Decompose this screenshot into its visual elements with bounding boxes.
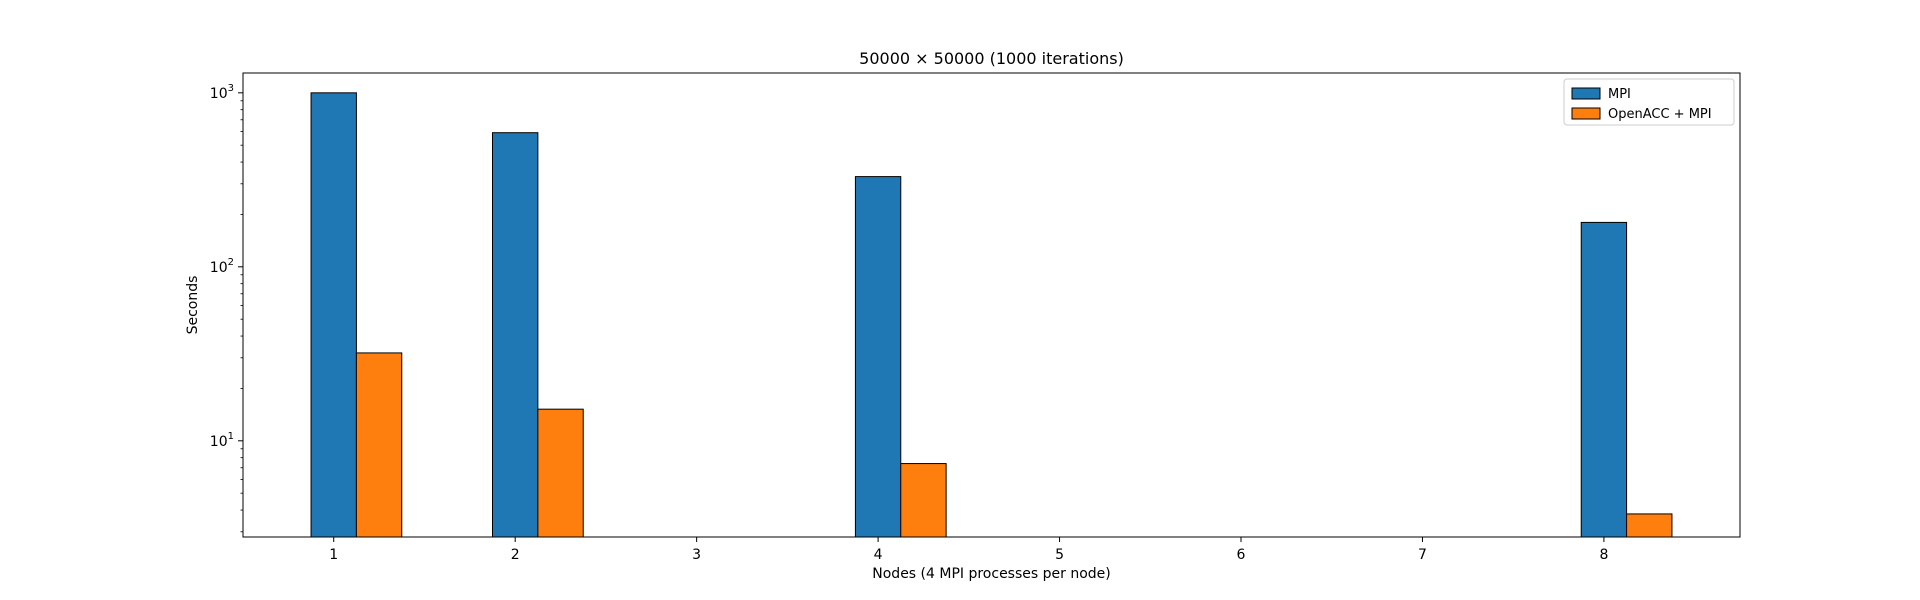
bar-openacc-mpi-1 bbox=[355, 352, 403, 538]
y-tick-label: 103 bbox=[210, 83, 234, 102]
x-tick-label: 3 bbox=[692, 547, 701, 563]
ticks-layer: 1 2 3 4 5 6 7 8 101 102 103 bbox=[210, 83, 1609, 563]
bar-openacc-mpi-2 bbox=[537, 408, 584, 538]
x-tick-label: 1 bbox=[329, 547, 338, 563]
y-tick-label: 102 bbox=[210, 257, 234, 276]
legend: MPI OpenACC + MPI bbox=[1563, 78, 1735, 126]
x-tick-label: 7 bbox=[1418, 547, 1427, 563]
x-tick-label: 8 bbox=[1599, 547, 1608, 563]
x-tick-label: 6 bbox=[1237, 547, 1246, 563]
legend-box bbox=[1563, 78, 1735, 126]
plot-frame bbox=[242, 72, 1741, 538]
legend-swatch-mpi bbox=[1571, 87, 1601, 100]
bar-mpi-2 bbox=[492, 132, 539, 538]
chart-title: 50000 × 50000 (1000 iterations) bbox=[859, 49, 1124, 68]
y-axis-label: Seconds bbox=[185, 276, 201, 335]
y-tick-label: 101 bbox=[210, 431, 234, 450]
legend-swatch-openacc-mpi bbox=[1571, 107, 1601, 120]
x-tick-label: 2 bbox=[511, 547, 520, 563]
x-tick-label: 5 bbox=[1055, 547, 1064, 563]
bar-mpi-1 bbox=[310, 92, 357, 538]
x-axis-label: Nodes (4 MPI processes per node) bbox=[872, 566, 1110, 582]
bar-openacc-mpi-4 bbox=[900, 463, 947, 538]
bar-mpi-4 bbox=[854, 176, 902, 538]
x-tick-label: 4 bbox=[874, 547, 883, 563]
legend-label-mpi: MPI bbox=[1608, 87, 1631, 102]
bar-mpi-8 bbox=[1580, 221, 1628, 538]
bar-openacc-mpi-8 bbox=[1626, 513, 1673, 538]
legend-label-openacc-mpi: OpenACC + MPI bbox=[1608, 107, 1712, 122]
bars-layer bbox=[310, 92, 1673, 538]
